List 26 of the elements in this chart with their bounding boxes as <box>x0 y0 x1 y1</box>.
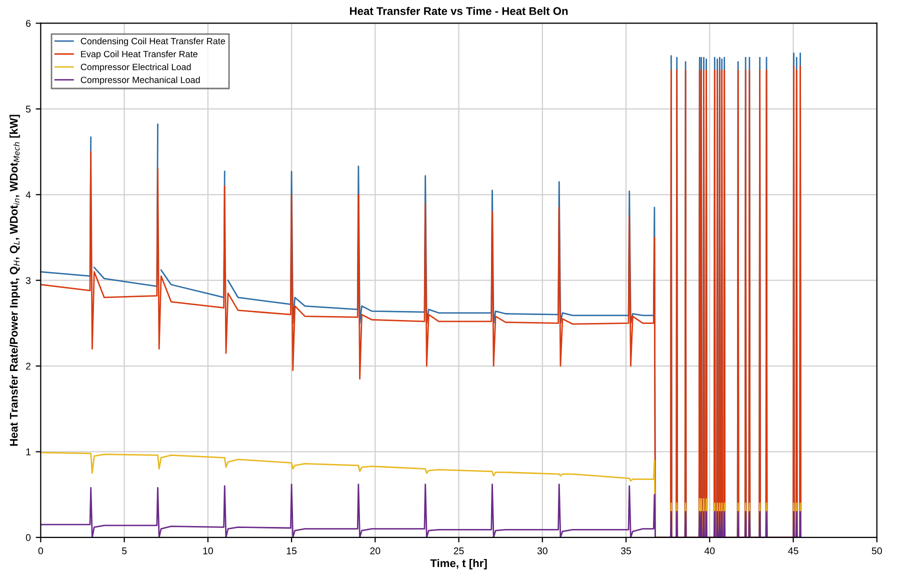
y-tick-label: 3 <box>26 277 31 284</box>
legend-label: Compressor Electrical Load <box>80 64 191 72</box>
x-tick-label: 30 <box>537 547 548 554</box>
x-tick-label: 45 <box>788 548 798 554</box>
text: Heat Transfer Rate/Power Input, Q$_{H}$, Q$_{L}$, WDot$_{in}$, WDot$_{Mech}$ [kW] <box>10 114 20 446</box>
legend-label: Evap Coil Heat Transfer Rate <box>81 50 198 60</box>
line-series <box>40 484 802 538</box>
y-tick-label: 2 <box>26 362 30 370</box>
x-tick-label: 10 <box>203 547 213 554</box>
x-axis-title: Time, t [hr] <box>430 558 487 570</box>
x-tick-label: 15 <box>286 548 297 554</box>
legend-label: Condensing Coil Heat Transfer Rate <box>80 38 226 46</box>
y-tick-label: 5 <box>26 106 31 113</box>
y-tick-label: 0 <box>26 534 31 542</box>
x-tick-label: 25 <box>454 547 464 554</box>
x-tick-label: 50 <box>872 547 882 554</box>
x-tick-label: 5 <box>122 548 127 554</box>
legend-label: Compressor Mechanical Load <box>80 76 200 85</box>
x-tick-label: 20 <box>370 547 380 554</box>
y-tick-label: 4 <box>26 191 31 198</box>
x-tick-label: 40 <box>704 547 715 554</box>
x-tick-label: 35 <box>620 547 632 554</box>
x-tick-label: 0 <box>38 547 44 554</box>
chart-title: Heat Transfer Rate vs Time - Heat Belt On <box>350 6 568 16</box>
y-tick-label: 1 <box>26 448 30 456</box>
y-tick-label: 6 <box>26 20 31 27</box>
